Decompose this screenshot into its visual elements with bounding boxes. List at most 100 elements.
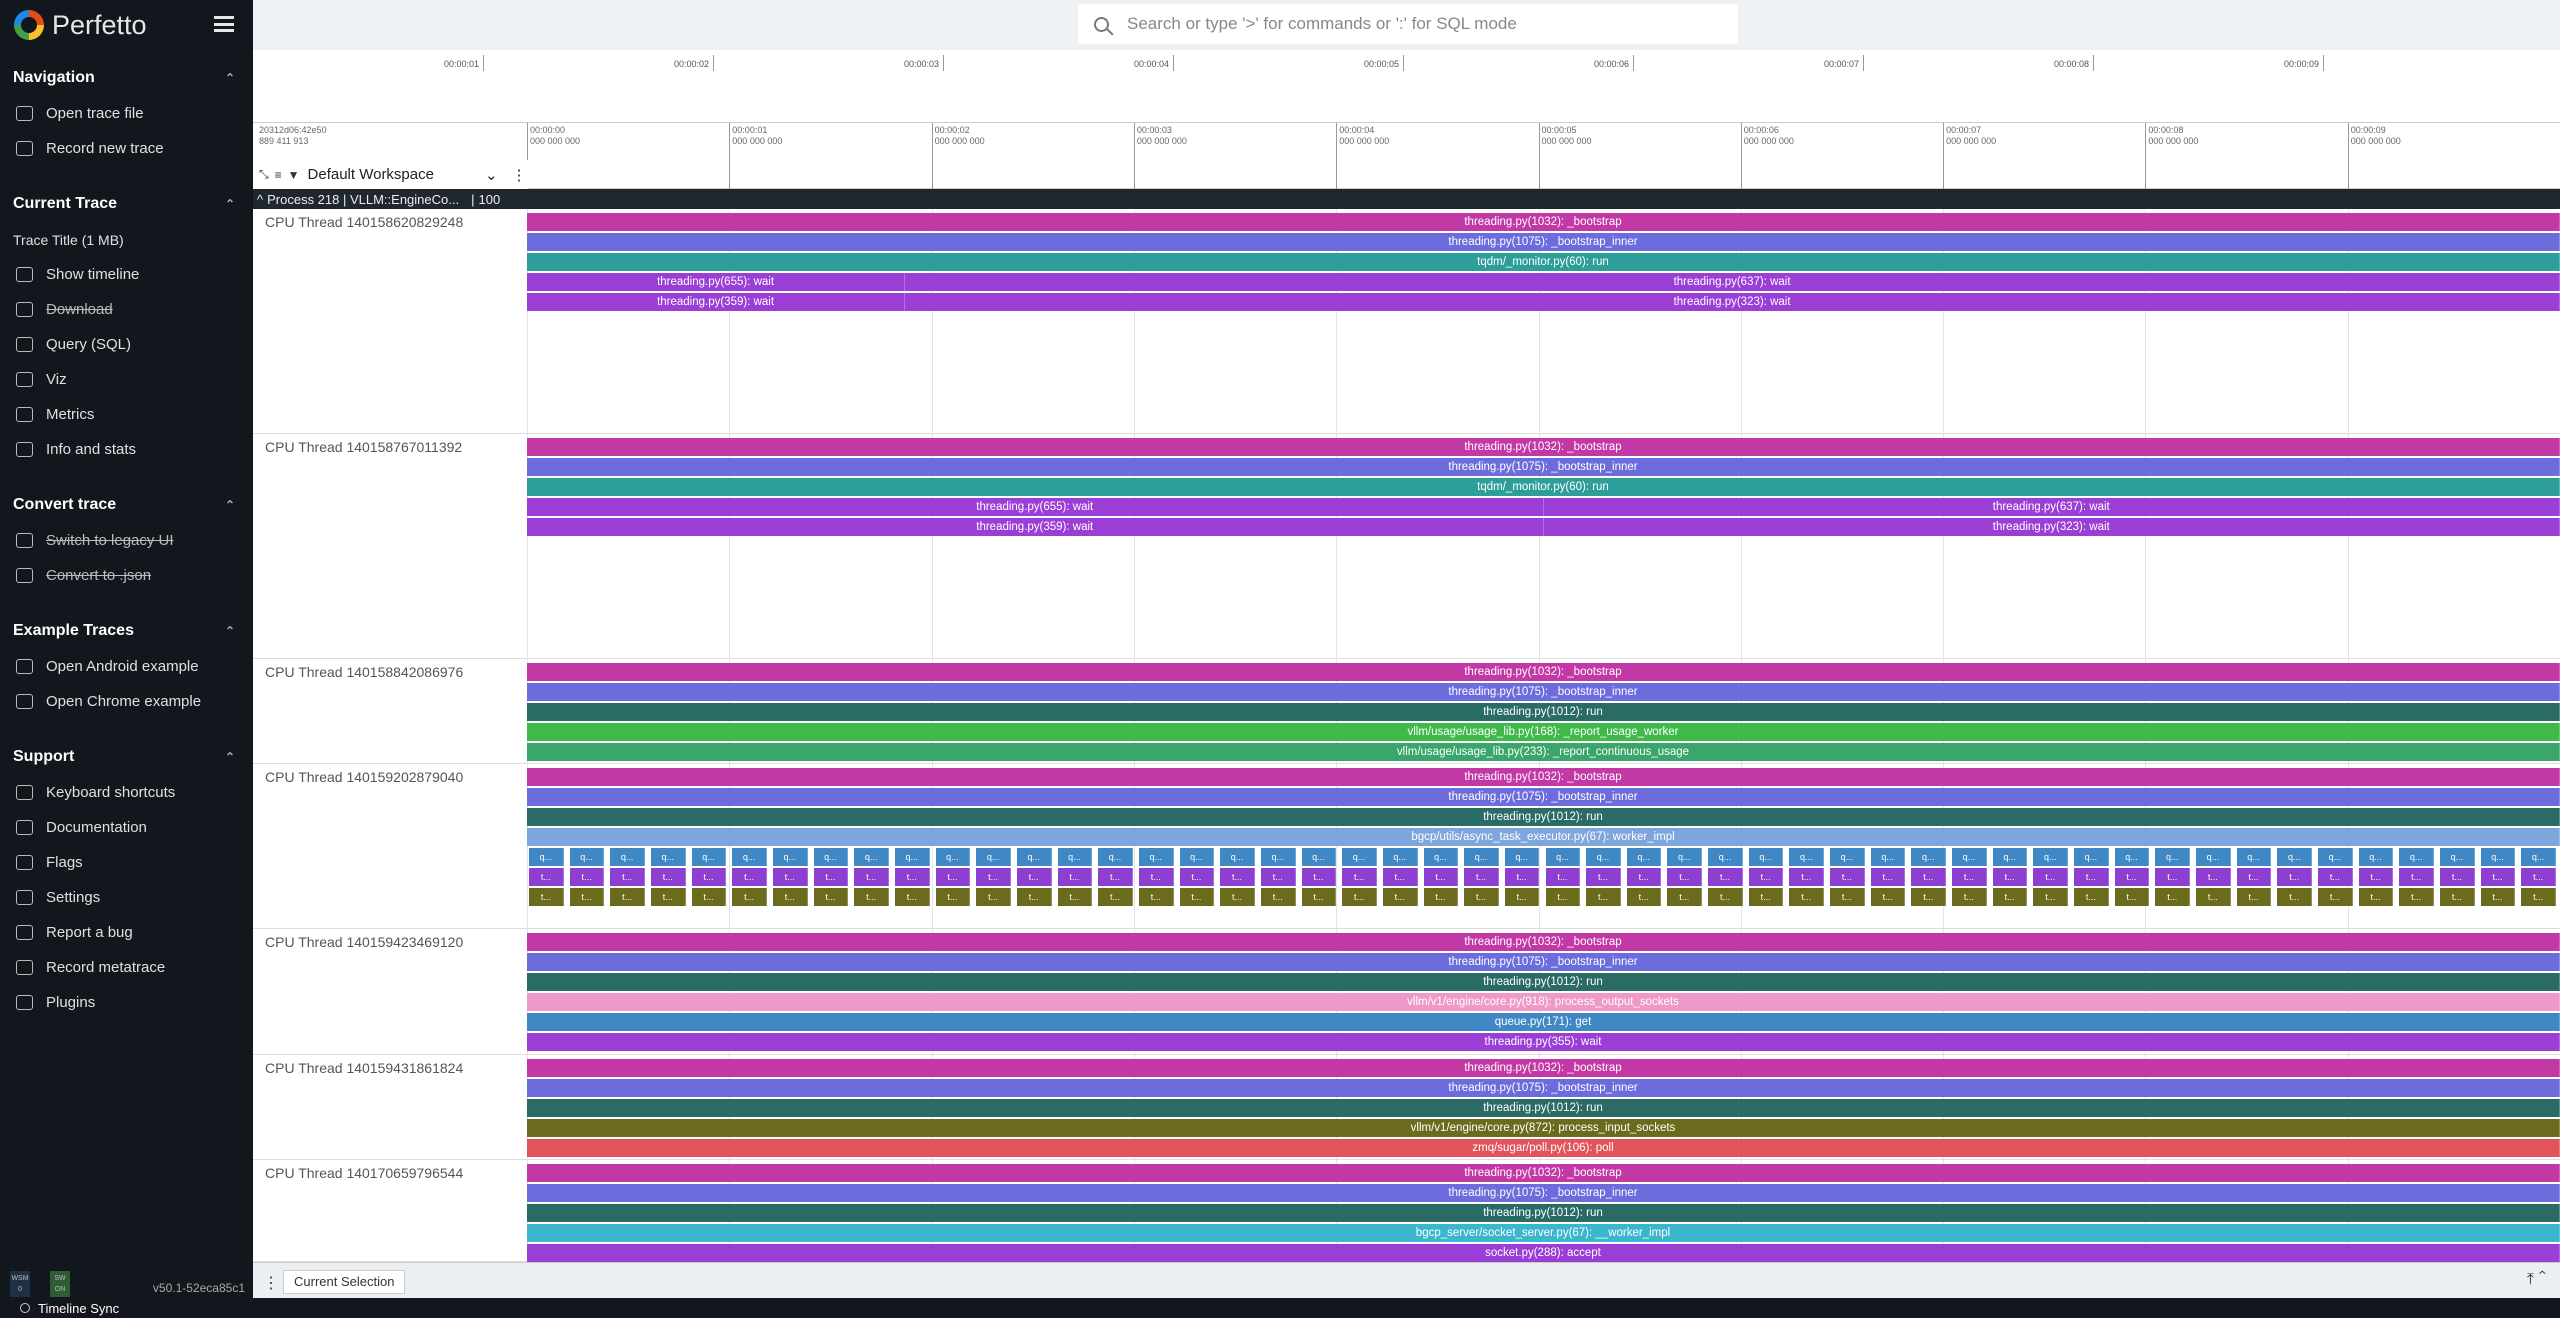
slice[interactable]: vllm/usage/usage_lib.py(168): _report_us… — [527, 723, 2560, 741]
repeat-slice[interactable]: t... — [569, 888, 605, 906]
sw-badge[interactable]: SW ON — [50, 1271, 70, 1297]
repeat-slice[interactable]: t... — [2074, 888, 2109, 906]
repeat-slice[interactable]: q... — [1748, 848, 1784, 866]
slice[interactable]: threading.py(1012): run — [527, 1099, 2560, 1117]
repeat-slice[interactable]: q... — [2318, 848, 2353, 866]
repeat-slice[interactable]: q... — [1220, 848, 1255, 866]
repeat-slice[interactable]: t... — [935, 868, 971, 886]
repeat-slice[interactable]: t... — [691, 868, 727, 886]
repeat-slice[interactable]: q... — [772, 848, 808, 866]
repeat-slice[interactable]: t... — [772, 868, 808, 886]
repeat-slice[interactable]: q... — [813, 848, 849, 866]
repeat-slice[interactable]: q... — [732, 848, 767, 866]
repeat-slice[interactable]: t... — [772, 888, 808, 906]
repeat-slice[interactable]: t... — [2521, 868, 2556, 886]
slice[interactable]: threading.py(1032): _bootstrap — [527, 768, 2560, 786]
repeat-slice[interactable]: q... — [1789, 848, 1825, 866]
repeat-slice[interactable]: t... — [732, 868, 767, 886]
slice[interactable]: threading.py(1075): _bootstrap_inner — [527, 1184, 2560, 1202]
repeat-slice[interactable]: q... — [1992, 848, 2028, 866]
slice[interactable]: threading.py(655): wait — [527, 498, 1544, 516]
repeat-slice[interactable]: q... — [1423, 848, 1459, 866]
repeat-slice[interactable]: t... — [1423, 888, 1459, 906]
repeat-slice[interactable]: t... — [2318, 868, 2353, 886]
repeat-slice[interactable]: t... — [1342, 868, 1377, 886]
repeat-slice[interactable]: t... — [894, 888, 930, 906]
repeat-slice[interactable]: t... — [976, 888, 1011, 906]
repeat-slice[interactable]: t... — [1504, 888, 1540, 906]
repeat-slice[interactable]: t... — [1098, 868, 1133, 886]
repeat-slice[interactable]: t... — [1016, 888, 1052, 906]
repeat-slice[interactable]: t... — [1220, 888, 1255, 906]
repeat-slice[interactable]: t... — [2196, 888, 2231, 906]
repeat-slice[interactable]: t... — [1586, 868, 1621, 886]
repeat-slice[interactable]: q... — [1260, 848, 1296, 866]
slice[interactable]: threading.py(1032): _bootstrap — [527, 213, 2560, 231]
repeat-slice[interactable]: t... — [1382, 888, 1418, 906]
repeat-slice[interactable]: t... — [529, 888, 564, 906]
slice[interactable]: tqdm/_monitor.py(60): run — [527, 478, 2560, 496]
slice[interactable]: zmq/sugar/poll.py(106): poll — [527, 1139, 2560, 1157]
timeline-sync[interactable]: Timeline Sync — [0, 1298, 253, 1318]
thread-track[interactable]: CPU Thread 140158620829248 threading.py(1… — [253, 209, 2560, 434]
repeat-slice[interactable]: q... — [1830, 848, 1865, 866]
repeat-slice[interactable]: t... — [1586, 888, 1621, 906]
repeat-slice[interactable]: q... — [1057, 848, 1093, 866]
slice[interactable]: threading.py(359): wait — [527, 293, 906, 311]
sidebar-item-open-android-example[interactable]: Open Android example — [0, 649, 253, 684]
sidebar-item-download[interactable]: Download — [0, 292, 253, 327]
sidebar-item-record-new-trace[interactable]: Record new trace — [0, 131, 253, 166]
repeat-slice[interactable]: t... — [2440, 888, 2475, 906]
repeat-slice[interactable]: t... — [1057, 868, 1093, 886]
repeat-slice[interactable]: t... — [1545, 868, 1581, 886]
overview-timeline[interactable]: 00:00:01 00:00:02 00:00:03 00:00:04 00:00:05… — [253, 50, 2560, 123]
repeat-slice[interactable]: t... — [2074, 868, 2109, 886]
slice[interactable]: threading.py(1075): _bootstrap_inner — [527, 683, 2560, 701]
repeat-slice[interactable]: t... — [1179, 868, 1215, 886]
repeat-slice[interactable]: q... — [610, 848, 645, 866]
repeat-slice[interactable]: q... — [2236, 848, 2272, 866]
repeat-slice[interactable]: t... — [1870, 888, 1906, 906]
wsm-badge[interactable]: WSM 0 — [10, 1271, 30, 1297]
repeat-slice[interactable]: q... — [2440, 848, 2475, 866]
panel-menu-icon[interactable]: ⋮ — [263, 1275, 279, 1292]
repeat-slice[interactable]: t... — [813, 868, 849, 886]
slice[interactable]: tqdm/_monitor.py(60): run — [527, 253, 2560, 271]
slice[interactable]: socket.py(288): accept — [527, 1244, 2560, 1262]
repeat-slice[interactable]: t... — [1748, 888, 1784, 906]
repeat-slice[interactable]: t... — [1098, 888, 1133, 906]
repeat-slice[interactable]: t... — [1382, 868, 1418, 886]
repeat-slice[interactable]: t... — [1626, 868, 1662, 886]
repeat-slice[interactable]: q... — [569, 848, 605, 866]
repeat-slice[interactable]: t... — [1789, 888, 1825, 906]
repeat-slice[interactable]: t... — [1708, 868, 1743, 886]
repeat-slice[interactable]: t... — [2399, 888, 2435, 906]
sidebar-item-flags[interactable]: Flags — [0, 845, 253, 880]
repeat-slice[interactable]: q... — [1586, 848, 1621, 866]
repeat-slice[interactable]: t... — [2277, 888, 2313, 906]
sidebar-item-report-a-bug[interactable]: Report a bug — [0, 915, 253, 950]
repeat-slice[interactable]: q... — [1301, 848, 1337, 866]
slice[interactable]: threading.py(655): wait — [527, 273, 906, 291]
repeat-slice[interactable]: q... — [2358, 848, 2394, 866]
sidebar-item-query-sql[interactable]: Query (SQL) — [0, 327, 253, 362]
repeat-slice[interactable]: t... — [1911, 868, 1947, 886]
sidebar-item-show-timeline[interactable]: Show timeline — [0, 257, 253, 292]
repeat-slice[interactable]: t... — [1830, 868, 1865, 886]
sidebar-item-keyboard-shortcuts[interactable]: Keyboard shortcuts — [0, 775, 253, 810]
slice[interactable]: threading.py(1012): run — [527, 973, 2560, 991]
slice[interactable]: threading.py(1075): _bootstrap_inner — [527, 233, 2560, 251]
repeat-slice[interactable]: t... — [1830, 888, 1865, 906]
repeat-slice[interactable]: q... — [894, 848, 930, 866]
slice[interactable]: bgcp/utils/async_task_executor.py(67): w… — [527, 828, 2560, 846]
slice[interactable]: bgcp_server/socket_server.py(67): __work… — [527, 1224, 2560, 1242]
repeat-slice[interactable]: q... — [2399, 848, 2435, 866]
sidebar-section-title[interactable]: Convert trace ⌃ — [0, 487, 253, 523]
repeat-slice[interactable]: q... — [1626, 848, 1662, 866]
repeat-slice[interactable]: t... — [2196, 868, 2231, 886]
repeat-slice[interactable]: t... — [2480, 868, 2516, 886]
filter-icon[interactable]: ▼ — [287, 167, 300, 182]
repeat-slice[interactable]: q... — [1667, 848, 1703, 866]
slice[interactable]: threading.py(1032): _bootstrap — [527, 1164, 2560, 1182]
repeat-slice[interactable]: t... — [813, 888, 849, 906]
